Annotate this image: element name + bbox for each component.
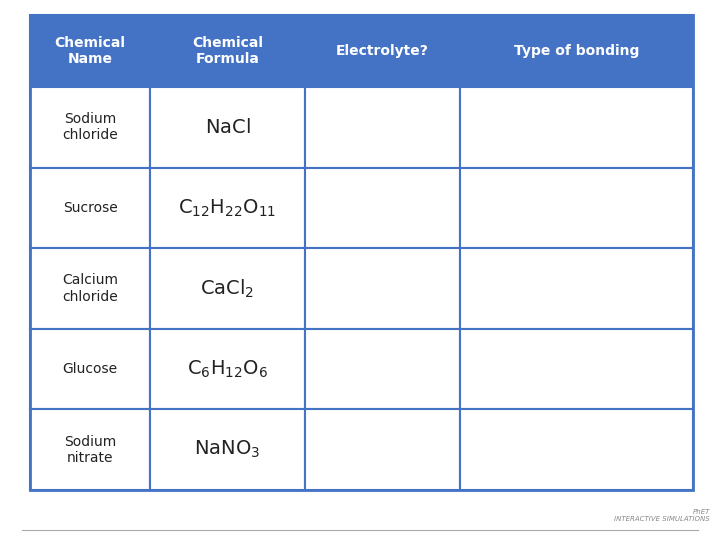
Bar [305, 409, 460, 490]
Bar [305, 329, 460, 409]
Bar [30, 409, 150, 490]
Bar [305, 87, 460, 167]
Bar [460, 87, 693, 167]
Bar [30, 248, 150, 329]
Bar [30, 167, 150, 248]
Text: PhET
INTERACTIVE SIMULATIONS: PhET INTERACTIVE SIMULATIONS [614, 509, 710, 522]
Text: Chemical
Formula: Chemical Formula [192, 36, 263, 66]
Text: $\mathregular{C_6H_{12}O_6}$: $\mathregular{C_6H_{12}O_6}$ [187, 359, 268, 380]
Text: $\mathregular{NaNO_3}$: $\mathregular{NaNO_3}$ [194, 439, 261, 460]
Bar [305, 248, 460, 329]
Bar [30, 87, 150, 167]
Bar [305, 15, 460, 87]
Bar [460, 167, 693, 248]
Bar [460, 409, 693, 490]
Bar [460, 329, 693, 409]
Text: Sodium
nitrate: Sodium nitrate [64, 435, 116, 465]
Bar [150, 87, 305, 167]
Text: Sodium
chloride: Sodium chloride [62, 112, 118, 143]
Text: Calcium
chloride: Calcium chloride [62, 273, 118, 303]
Bar [150, 329, 305, 409]
Bar [30, 329, 150, 409]
Bar [305, 167, 460, 248]
Text: Chemical
Name: Chemical Name [55, 36, 125, 66]
Text: $\mathregular{CaCl_2}$: $\mathregular{CaCl_2}$ [200, 278, 255, 300]
Text: $\mathregular{C_{12}H_{22}O_{11}}$: $\mathregular{C_{12}H_{22}O_{11}}$ [179, 197, 276, 219]
Text: $\mathregular{NaCl}$: $\mathregular{NaCl}$ [204, 118, 251, 137]
Bar [460, 248, 693, 329]
Bar [150, 409, 305, 490]
Bar [30, 15, 693, 490]
Text: Glucose: Glucose [63, 362, 117, 376]
Text: Sucrose: Sucrose [63, 201, 117, 215]
Text: Electrolyte?: Electrolyte? [336, 44, 429, 58]
Bar [150, 248, 305, 329]
Bar [150, 15, 305, 87]
Bar [150, 167, 305, 248]
Bar [460, 15, 693, 87]
Text: Type of bonding: Type of bonding [514, 44, 639, 58]
Bar [30, 15, 150, 87]
